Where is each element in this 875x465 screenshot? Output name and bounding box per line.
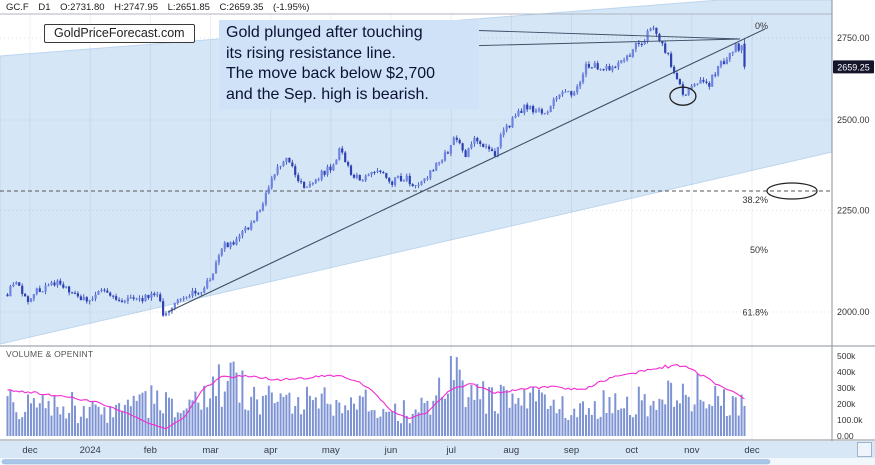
svg-text:2659.25: 2659.25	[837, 62, 870, 72]
axis-corner-box	[857, 442, 872, 457]
current-price-badge	[833, 60, 874, 74]
svg-text:0.00: 0.00	[837, 431, 854, 441]
dip-circle-annotation	[669, 86, 697, 106]
high-value: H:2747.95	[114, 2, 158, 13]
svg-text:38.2%: 38.2%	[742, 195, 768, 205]
timeframe-label: D1	[38, 2, 51, 13]
svg-text:2750.00: 2750.00	[837, 33, 870, 43]
analysis-annotation: Gold plunged after touching its rising r…	[219, 20, 479, 109]
svg-text:2500.00: 2500.00	[837, 115, 870, 125]
svg-text:dec: dec	[744, 445, 760, 456]
svg-text:dec: dec	[22, 445, 38, 456]
annotation-line: its rising resistance line.	[226, 44, 396, 62]
candlestick-series	[6, 25, 746, 317]
svg-text:2024: 2024	[80, 445, 101, 456]
svg-text:may: may	[322, 445, 340, 456]
svg-text:2000.00: 2000.00	[837, 307, 870, 317]
svg-text:100.0k: 100.0k	[837, 415, 863, 425]
brand-watermark: GoldPriceForecast.com	[44, 24, 195, 43]
fib-labels: 0% 38.2% 50% 61.8%	[742, 21, 768, 317]
svg-text:apr: apr	[264, 445, 278, 456]
panel-borders	[0, 0, 875, 441]
annotation-callout-lines	[462, 29, 741, 47]
close-value: C:2659.35	[219, 2, 264, 13]
svg-text:400k: 400k	[837, 367, 856, 377]
svg-text:feb: feb	[144, 445, 157, 456]
volume-axis[interactable]: 500k 400k 300k 200k 100.0k 0.00	[837, 351, 863, 441]
svg-text:jul: jul	[445, 445, 456, 456]
svg-text:50%: 50%	[750, 245, 768, 255]
rising-trendline	[167, 28, 766, 313]
svg-text:2250.00: 2250.00	[837, 206, 870, 216]
trend-channel	[0, 0, 833, 345]
annotation-line: and the Sep. high is bearish.	[226, 85, 429, 103]
change-percent: (-1.95%)	[273, 2, 310, 13]
price-axis[interactable]: 2750.00 2500.00 2250.00 2000.00 2659.25	[833, 33, 874, 317]
annotation-line: The move back below $2,700	[226, 65, 436, 82]
annotation-line: Gold plunged after touching	[226, 24, 423, 41]
symbol-label: GC.F	[6, 2, 29, 13]
ohlc-header: GC.F D1 O:2731.80 H:2747.95 L:2651.85 C:…	[6, 2, 316, 13]
svg-text:sep: sep	[564, 445, 579, 456]
fib-axis-ellipse	[766, 182, 818, 200]
svg-text:0%: 0%	[755, 21, 768, 31]
svg-text:500k: 500k	[837, 351, 856, 361]
svg-text:mar: mar	[202, 445, 218, 456]
low-value: L:2651.85	[167, 2, 210, 13]
svg-text:nov: nov	[684, 445, 700, 456]
svg-text:aug: aug	[503, 445, 519, 456]
open-interest-line	[7, 364, 745, 430]
volume-bars	[6, 356, 746, 436]
svg-text:oct: oct	[625, 445, 638, 456]
time-axis-strip[interactable]: dec 2024 feb mar apr may jun jul aug sep oct nov dec	[0, 441, 875, 458]
svg-text:300k: 300k	[837, 383, 856, 393]
scrollbar[interactable]	[1, 459, 771, 465]
open-value: O:2731.80	[60, 2, 105, 13]
svg-text:jun: jun	[384, 445, 398, 456]
svg-text:200k: 200k	[837, 399, 856, 409]
volume-panel-title: VOLUME & OPENINT	[6, 349, 94, 359]
svg-text:61.8%: 61.8%	[742, 308, 768, 318]
